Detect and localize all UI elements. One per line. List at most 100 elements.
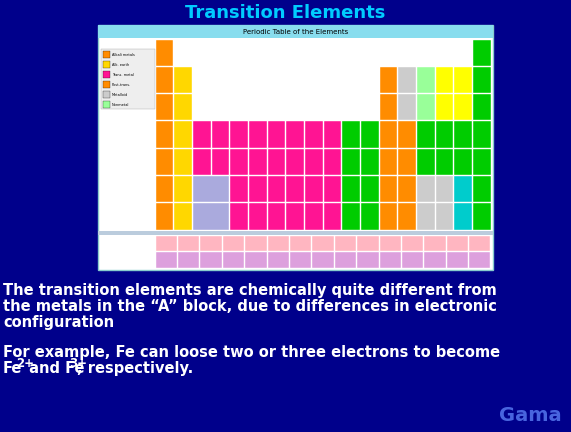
- Bar: [286, 176, 304, 202]
- Bar: [286, 149, 304, 175]
- Bar: [223, 252, 244, 267]
- Bar: [361, 203, 379, 229]
- Bar: [417, 203, 435, 229]
- Bar: [361, 203, 379, 229]
- Bar: [193, 149, 211, 175]
- Bar: [436, 67, 453, 93]
- Bar: [103, 51, 110, 58]
- Bar: [200, 252, 222, 267]
- Bar: [361, 176, 379, 202]
- Bar: [417, 149, 435, 175]
- Bar: [473, 121, 490, 148]
- Bar: [193, 121, 211, 148]
- Bar: [417, 176, 435, 202]
- Bar: [267, 235, 289, 251]
- Bar: [380, 67, 397, 93]
- Bar: [305, 203, 323, 229]
- Bar: [398, 94, 416, 121]
- Bar: [417, 121, 435, 148]
- Bar: [155, 203, 173, 229]
- Text: the metals in the “A” block, due to differences in electronic: the metals in the “A” block, due to diff…: [3, 299, 497, 314]
- Bar: [174, 121, 192, 148]
- Bar: [436, 121, 453, 148]
- Text: For example, Fe can loose two or three electrons to become: For example, Fe can loose two or three e…: [3, 345, 500, 360]
- Bar: [335, 235, 356, 251]
- Bar: [342, 203, 360, 229]
- Bar: [454, 67, 472, 93]
- Bar: [267, 176, 285, 202]
- Bar: [436, 149, 453, 175]
- Bar: [380, 176, 397, 202]
- Text: Alk. earth: Alk. earth: [112, 63, 129, 67]
- Bar: [436, 176, 453, 202]
- Bar: [249, 121, 267, 148]
- Bar: [174, 67, 192, 93]
- Text: 3+: 3+: [69, 357, 87, 370]
- Bar: [174, 149, 192, 175]
- Bar: [98, 25, 493, 38]
- Bar: [305, 121, 323, 148]
- Bar: [211, 203, 229, 229]
- Bar: [380, 94, 397, 121]
- Bar: [402, 235, 423, 251]
- Bar: [473, 203, 490, 229]
- Text: Alkali metals: Alkali metals: [112, 53, 135, 57]
- Text: Post-trans.: Post-trans.: [112, 83, 131, 86]
- Bar: [174, 176, 192, 202]
- Text: Transition Elements: Transition Elements: [186, 4, 385, 22]
- Bar: [473, 67, 490, 93]
- Bar: [200, 235, 222, 251]
- Bar: [361, 149, 379, 175]
- Bar: [361, 149, 379, 175]
- Bar: [398, 121, 416, 148]
- Bar: [174, 94, 192, 121]
- Bar: [454, 203, 472, 229]
- Bar: [361, 121, 379, 148]
- Bar: [286, 203, 304, 229]
- Bar: [398, 149, 416, 175]
- Bar: [335, 252, 356, 267]
- Bar: [312, 235, 333, 251]
- Bar: [436, 149, 453, 175]
- Bar: [267, 203, 285, 229]
- Bar: [155, 94, 173, 121]
- Bar: [305, 149, 323, 175]
- Bar: [417, 67, 435, 93]
- Bar: [98, 231, 493, 232]
- Text: Fe: Fe: [3, 361, 22, 376]
- Bar: [361, 121, 379, 148]
- Bar: [380, 149, 397, 175]
- Bar: [361, 176, 379, 202]
- Bar: [230, 149, 248, 175]
- Bar: [290, 252, 311, 267]
- Bar: [342, 149, 360, 175]
- Text: , respectively.: , respectively.: [77, 361, 193, 376]
- Bar: [267, 121, 285, 148]
- Text: Periodic Table of the Elements: Periodic Table of the Elements: [243, 29, 348, 35]
- Bar: [398, 203, 416, 229]
- Text: Trans. metal: Trans. metal: [112, 73, 134, 76]
- Bar: [249, 176, 267, 202]
- Bar: [249, 203, 267, 229]
- Bar: [473, 39, 490, 66]
- Bar: [398, 67, 416, 93]
- Bar: [193, 176, 229, 202]
- Bar: [342, 176, 360, 202]
- Bar: [380, 121, 397, 148]
- Bar: [324, 149, 341, 175]
- Bar: [454, 94, 472, 121]
- Text: The transition elements are chemically quite different from: The transition elements are chemically q…: [3, 283, 497, 298]
- Bar: [380, 176, 397, 202]
- Bar: [342, 149, 360, 175]
- Bar: [305, 176, 323, 202]
- Bar: [447, 235, 468, 251]
- Bar: [357, 235, 379, 251]
- Bar: [447, 252, 468, 267]
- Bar: [193, 203, 211, 229]
- Bar: [101, 49, 155, 109]
- Bar: [193, 203, 229, 229]
- Bar: [230, 203, 248, 229]
- Bar: [155, 39, 173, 66]
- Bar: [249, 149, 267, 175]
- Bar: [211, 176, 229, 202]
